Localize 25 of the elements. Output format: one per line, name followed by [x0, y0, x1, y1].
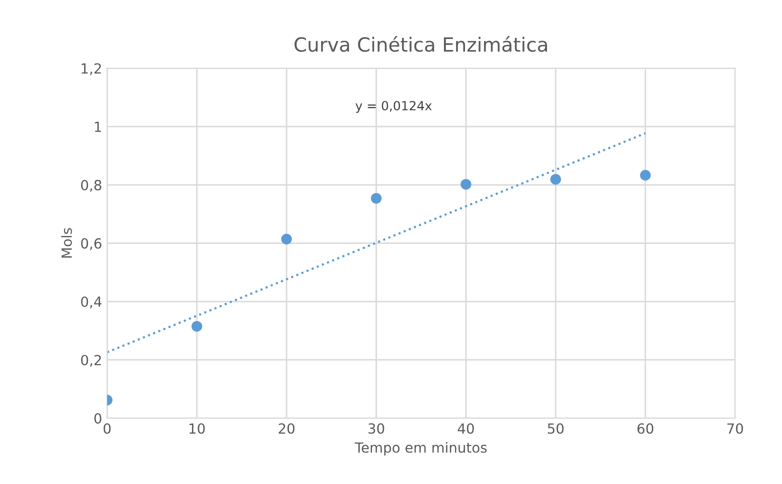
- point: [460, 178, 472, 190]
- x-tick-label: 70: [727, 423, 743, 434]
- x-tick-label: 30: [368, 423, 384, 434]
- point: [370, 192, 382, 204]
- x-tick-label: 0: [104, 423, 111, 434]
- y-tick-label: 1: [94, 122, 101, 132]
- x-tick-label: 40: [458, 423, 474, 434]
- annotation: y = 0,0124x: [356, 100, 432, 113]
- x-axis-title: Tempo em minutos: [354, 442, 487, 456]
- chart-title: Curva Cinética Enzimática: [294, 36, 547, 52]
- y-tick-label: 0,8: [81, 180, 102, 192]
- y-tick-label: 0,4: [81, 296, 102, 308]
- y-tick-label: 0,2: [81, 354, 101, 367]
- x-tick-label: 10: [190, 423, 205, 434]
- point: [550, 174, 562, 185]
- y-tick-label: 1,2: [82, 63, 101, 76]
- point: [640, 170, 651, 181]
- x-tick-label: 50: [548, 423, 564, 434]
- point: [191, 320, 202, 332]
- x-tick-label: 60: [638, 423, 654, 434]
- point: [281, 234, 292, 244]
- y-tick-label: 0,6: [81, 238, 102, 250]
- x-tick-label: 20: [278, 423, 294, 434]
- y-tick-label: 0: [94, 413, 102, 424]
- y-axis-title: Mols: [61, 228, 72, 258]
